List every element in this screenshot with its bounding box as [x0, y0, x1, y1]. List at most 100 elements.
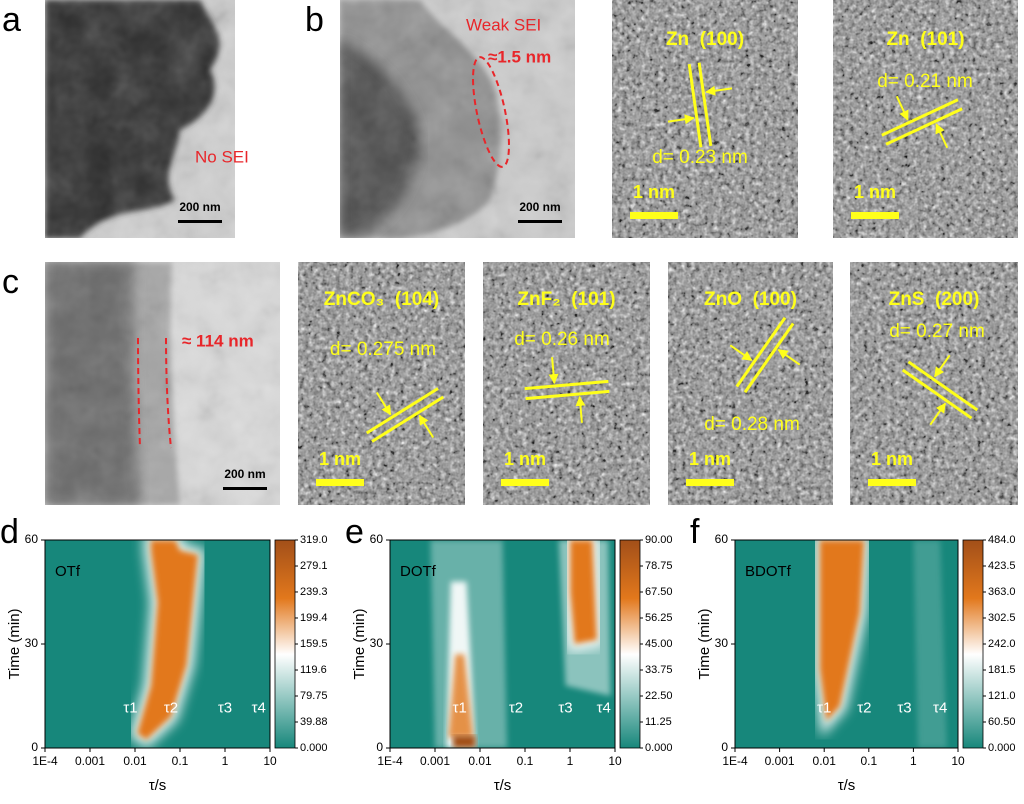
thickness: ≈1.5 nm — [488, 47, 551, 66]
contour-map — [390, 540, 615, 748]
contour-region — [819, 540, 865, 721]
lattice-plane: ZnF₂ (101) — [517, 289, 615, 310]
lattice-texture — [833, 0, 1018, 238]
tem-image: ZnO (100) d= 0.28 nm 1 nm — [668, 262, 833, 505]
annotation: Weak SEI — [466, 15, 541, 34]
lattice-plane: ZnCO₃ (104) — [324, 289, 439, 310]
tem-image: ZnCO₃ (104) d= 0.275 nm 1 nm — [298, 262, 465, 505]
y-tick-label: 0 — [31, 740, 38, 754]
colorbar-tick-label: 302.5 — [988, 612, 1016, 624]
colorbar-tick-label: 39.88 — [300, 716, 328, 728]
scale-label: 1 nm — [504, 449, 546, 469]
colorbar-tick-label: 319.0 — [300, 534, 328, 546]
colorbar-tick-label: 484.0 — [988, 534, 1016, 546]
sei-edge — [137, 337, 141, 449]
tau-label: τ4 — [252, 699, 266, 716]
x-tick-label: 0.01 — [123, 754, 147, 768]
x-tick-label: 1 — [910, 754, 917, 768]
arrow — [375, 391, 392, 416]
x-axis-label: τ/s — [149, 777, 167, 794]
colorbar-tick-label: 121.0 — [988, 690, 1016, 702]
thickness: ≈ 114 nm — [182, 331, 254, 350]
lattice-texture — [612, 0, 798, 238]
y-tick-label: 0 — [721, 740, 728, 754]
lattice-texture — [483, 262, 650, 505]
colorbar-tick-label: 159.5 — [300, 638, 328, 650]
panel-label: b — [305, 1, 324, 39]
lattice-texture — [298, 262, 465, 505]
lattice-line — [907, 360, 979, 412]
colorbar-tick-label: 279.1 — [300, 560, 328, 572]
scale-label: 1 nm — [854, 182, 896, 202]
tau-label: τ1 — [123, 699, 137, 716]
colorbar-tick-label: 22.50 — [645, 690, 673, 702]
scale-label: 200 nm — [224, 467, 265, 481]
image-content — [612, 0, 798, 238]
y-tick-label: 60 — [715, 532, 729, 546]
arrow — [933, 354, 951, 378]
d-spacing: d= 0.26 nm — [514, 329, 610, 350]
scale-bar — [223, 487, 267, 490]
colorbar-tick-label: 79.75 — [300, 690, 328, 702]
series-label: DOTf — [400, 563, 437, 580]
contour-chart: 1E-4 0.001 0.01 0.1 1 10 0 30 60 τ/s Time (min) DOT… — [345, 513, 673, 794]
x-tick-label: 1E-4 — [722, 754, 748, 768]
scale-label: 200 nm — [179, 200, 220, 214]
lattice-texture — [850, 262, 1018, 505]
arrow — [667, 114, 695, 125]
x-tick-label: 10 — [263, 754, 277, 768]
image-content — [850, 262, 1018, 505]
image-content — [45, 262, 280, 505]
scale-bar — [851, 212, 899, 219]
lattice-line — [365, 387, 439, 435]
tem-image: Zn (101) d= 0.21 nm 1 nm — [833, 0, 1018, 238]
colorbar-tick-label: 56.25 — [645, 612, 673, 624]
arrow — [929, 402, 947, 426]
y-tick-label: 30 — [25, 636, 39, 650]
y-axis-label: Time (min) — [696, 608, 713, 679]
y-axis-label: Time (min) — [6, 608, 23, 679]
tau-label: τ3 — [558, 699, 572, 716]
texture — [45, 262, 280, 505]
x-tick-label: 0.001 — [765, 754, 795, 768]
x-axis-label: τ/s — [494, 777, 512, 794]
lattice-line — [881, 98, 959, 137]
x-tick-label: 1E-4 — [377, 754, 403, 768]
lattice-plane: ZnO (100) — [704, 289, 797, 310]
colorbar-tick-label: 0.000 — [300, 742, 328, 754]
x-tick-label: 10 — [951, 754, 965, 768]
series-label: BDOTf — [745, 563, 792, 580]
tau-label: τ3 — [218, 699, 232, 716]
lattice-line — [743, 322, 795, 394]
texture — [45, 0, 235, 238]
lattice-line — [524, 379, 609, 391]
x-tick-label: 1E-4 — [32, 754, 58, 768]
contour-map — [735, 540, 958, 748]
y-tick-label: 30 — [370, 636, 384, 650]
x-tick-label: 0.001 — [420, 754, 450, 768]
tau-label: τ2 — [509, 699, 523, 716]
panel-label: e — [345, 513, 364, 551]
x-tick-label: 1 — [567, 754, 574, 768]
tau-label: τ4 — [597, 699, 611, 716]
x-tick-label: 0.01 — [468, 754, 492, 768]
colorbar-tick-label: 45.00 — [645, 638, 673, 650]
texture — [340, 0, 575, 238]
image-content — [340, 0, 575, 238]
d-spacing: d= 0.21 nm — [877, 71, 973, 92]
lattice-line — [735, 316, 787, 388]
series-label: OTf — [55, 563, 81, 580]
lattice-lines — [524, 357, 610, 423]
lattice-lines — [667, 62, 733, 148]
lattice-line — [687, 63, 703, 148]
colorbar-tick-label: 239.3 — [300, 586, 328, 598]
d-spacing: d= 0.28 nm — [704, 414, 800, 435]
scale-label: 200 nm — [519, 200, 560, 214]
colorbar-tick-label: 181.5 — [988, 664, 1016, 676]
arrow — [777, 348, 801, 366]
x-tick-label: 1 — [222, 754, 229, 768]
colorbar-tick-label: 60.50 — [988, 716, 1016, 728]
colorbar-tick-label: 33.75 — [645, 664, 673, 676]
